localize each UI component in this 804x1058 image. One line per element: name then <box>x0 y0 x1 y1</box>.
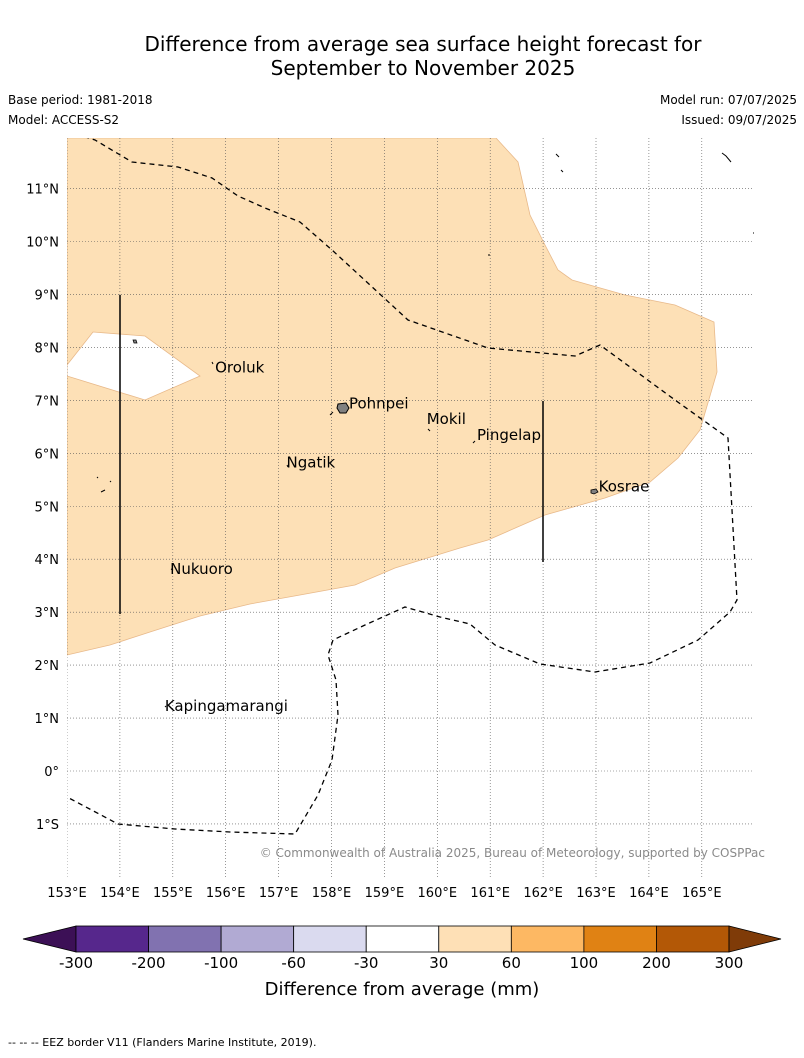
place-label-nukuoro: Nukuoro <box>170 560 233 578</box>
latitude-label: 5°N <box>35 500 60 515</box>
map-title: Difference from average sea surface heig… <box>0 32 804 80</box>
colorbar-tick-label: -300 <box>59 954 93 972</box>
longitude-label: 161°E <box>470 886 510 901</box>
longitude-label: 162°E <box>523 886 563 901</box>
place-label-pingelap: Pingelap <box>477 426 541 444</box>
latitude-label: 9°N <box>35 288 60 303</box>
place-label-kapingamarangi: Kapingamarangi <box>165 697 288 715</box>
place-label-ngatik: Ngatik <box>287 454 336 472</box>
longitude-label: 158°E <box>312 886 352 901</box>
pohnpei-island <box>336 402 350 414</box>
latitude-label: 11°N <box>26 183 59 198</box>
latitude-label: 7°N <box>35 394 60 409</box>
colorbar-tick-label: 200 <box>642 954 671 972</box>
colorbar-tick-label: -200 <box>132 954 166 972</box>
colorbar-segment <box>510 925 585 953</box>
latitude-label: 1°N <box>35 712 60 727</box>
copyright-notice: © Commonwealth of Australia 2025, Bureau… <box>260 846 765 860</box>
colorbar-high-extend <box>728 925 782 953</box>
colorbar-tick-label: -100 <box>204 954 238 972</box>
title-line-2: September to November 2025 <box>270 56 576 80</box>
issued-label: Issued: 09/07/2025 <box>681 113 797 127</box>
colorbar-low-extend <box>22 925 77 953</box>
latitude-label: 10°N <box>26 236 59 251</box>
colorbar-segment <box>75 925 149 953</box>
map-area: Oroluk Pohnpei Mokil Pingelap Ngatik Kosrae Nu… <box>67 138 754 878</box>
colorbar-tick-labels: -300 -200 -100 -60 -30 30 60 100 200 300 <box>59 954 743 972</box>
latitude-label: 3°N <box>35 606 60 621</box>
longitude-label: 165°E <box>682 886 722 901</box>
eez-source-note: -- -- -- EEZ border V11 (Flanders Marine… <box>8 1036 317 1049</box>
islet-marks <box>96 152 754 708</box>
colorbar-segment <box>220 925 295 953</box>
colorbar-tick-label: 100 <box>570 954 599 972</box>
place-label-pohnpei: Pohnpei <box>349 394 409 412</box>
kosrae-island <box>590 488 599 495</box>
latitude-label: 0° <box>44 765 59 780</box>
latitude-labels: 11°N 10°N 9°N 8°N 7°N 6°N 5°N 4°N 3°N 2°N 1°N 0° 1°S <box>26 183 59 833</box>
latitude-label: 2°N <box>35 659 60 674</box>
base-period-label: Base period: 1981-2018 <box>8 93 153 107</box>
longitude-label: 157°E <box>259 886 299 901</box>
latitude-label: 8°N <box>35 341 60 356</box>
place-label-oroluk: Oroluk <box>215 358 264 376</box>
colorbar-segment <box>365 925 440 953</box>
place-label-kosrae: Kosrae <box>599 477 650 495</box>
longitude-label: 160°E <box>418 886 458 901</box>
colorbar-tick-label: -60 <box>281 954 306 972</box>
latitude-label: 4°N <box>35 553 60 568</box>
colorbar <box>22 925 782 953</box>
longitude-label: 155°E <box>153 886 193 901</box>
small-island <box>132 339 138 344</box>
longitude-label: 156°E <box>206 886 246 901</box>
longitude-label: 163°E <box>576 886 616 901</box>
place-labels: Oroluk Pohnpei Mokil Pingelap Ngatik Kosrae Nu… <box>165 358 649 715</box>
colorbar-segment <box>148 925 222 953</box>
longitude-label: 154°E <box>100 886 140 901</box>
longitude-label: 153°E <box>47 886 87 901</box>
colorbar-segment <box>583 925 657 953</box>
colorbar-tick-label: -30 <box>354 954 379 972</box>
colorbar-tick-label: 300 <box>715 954 744 972</box>
colorbar-segment <box>438 925 512 953</box>
eez-border-north <box>67 138 738 835</box>
longitude-labels: 153°E 154°E 155°E 156°E 157°E 158°E 159°E 160°E… <box>47 886 721 901</box>
model-run-label: Model run: 07/07/2025 <box>659 93 797 107</box>
colorbar-tick-label: 60 <box>502 954 521 972</box>
model-label: Model: ACCESS-S2 <box>8 113 120 127</box>
longitude-label: 159°E <box>365 886 405 901</box>
latitude-label: 1°S <box>36 818 59 833</box>
longitude-label: 164°E <box>629 886 669 901</box>
anomaly-region-30-60mm <box>67 138 718 656</box>
colorbar-segment <box>656 925 730 953</box>
colorbar-tick-label: 30 <box>429 954 448 972</box>
colorbar-title: Difference from average (mm) <box>265 979 540 1000</box>
latitude-label: 6°N <box>35 447 60 462</box>
place-label-mokil: Mokil <box>427 410 466 428</box>
colorbar-segment <box>293 925 367 953</box>
title-line-1: Difference from average sea surface heig… <box>144 32 702 56</box>
